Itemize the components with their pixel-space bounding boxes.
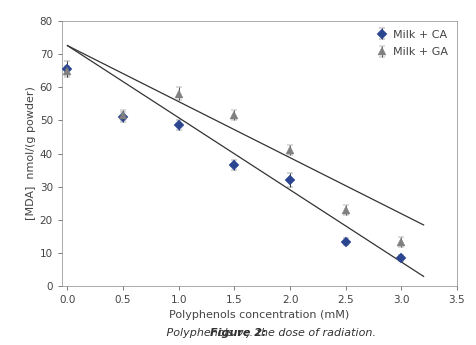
Text: Polyphenols νς. the dose of radiation.: Polyphenols νς. the dose of radiation. [162, 328, 376, 338]
X-axis label: Polyphenols concentration (mM): Polyphenols concentration (mM) [169, 309, 349, 319]
Text: Figure 2:: Figure 2: [210, 328, 266, 338]
Legend: Milk + CA, Milk + GA: Milk + CA, Milk + GA [373, 26, 451, 61]
Y-axis label: [MDA]  nmol/(g powder): [MDA] nmol/(g powder) [26, 87, 36, 220]
